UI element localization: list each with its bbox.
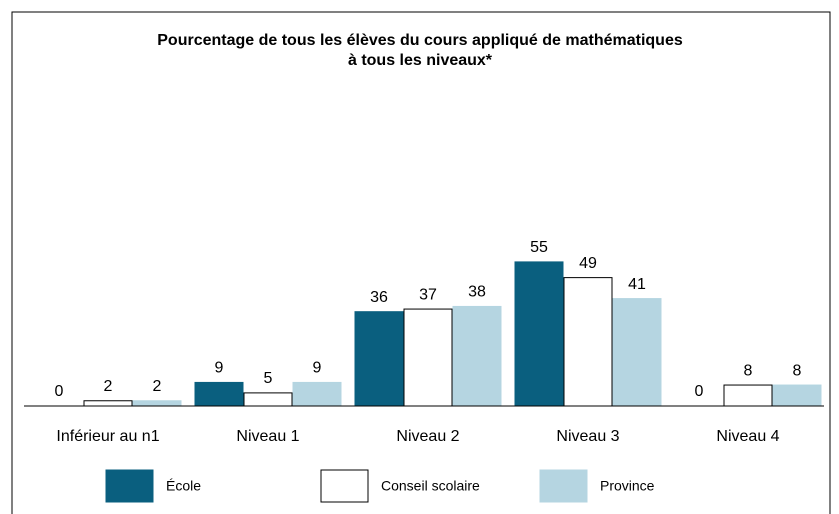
x-tick-label: Niveau 1	[236, 428, 299, 445]
bar	[194, 381, 244, 407]
bar	[772, 384, 822, 407]
chart-border	[11, 11, 831, 514]
x-tick-label: Niveau 2	[396, 428, 459, 445]
bar	[514, 261, 564, 407]
value-label: 5	[264, 370, 273, 387]
value-label: 55	[530, 239, 548, 256]
value-label: 38	[468, 284, 486, 301]
value-label: 0	[695, 383, 704, 400]
bar	[452, 305, 502, 407]
legend-label: Province	[600, 478, 655, 494]
legend-label: Conseil scolaire	[381, 478, 480, 494]
legend-label: École	[166, 478, 201, 494]
value-label: 0	[55, 383, 64, 400]
chart-title: à tous les niveaux*	[348, 52, 493, 69]
value-label: 2	[104, 378, 113, 395]
bar	[723, 384, 773, 407]
bar	[563, 277, 613, 407]
bar	[354, 311, 404, 407]
bar	[243, 392, 293, 407]
value-label: 8	[793, 362, 802, 379]
bar	[612, 298, 662, 407]
value-label: 37	[419, 286, 437, 303]
bar	[132, 400, 182, 407]
bar	[83, 400, 133, 407]
bar	[292, 381, 342, 407]
value-label: 2	[153, 378, 162, 395]
value-label: 41	[628, 276, 646, 293]
value-label: 9	[215, 360, 224, 377]
value-label: 8	[744, 362, 753, 379]
chart-title: Pourcentage de tous les élèves du cours …	[157, 32, 683, 49]
value-label: 49	[579, 255, 597, 272]
legend-swatch	[320, 469, 369, 503]
x-tick-label: Inférieur au n1	[56, 428, 159, 445]
x-tick-label: Niveau 3	[556, 428, 619, 445]
legend-swatch	[539, 469, 588, 503]
value-label: 9	[313, 360, 322, 377]
x-tick-label: Niveau 4	[716, 428, 779, 445]
legend-swatch	[105, 469, 154, 503]
bar	[403, 308, 453, 407]
value-label: 36	[370, 289, 388, 306]
